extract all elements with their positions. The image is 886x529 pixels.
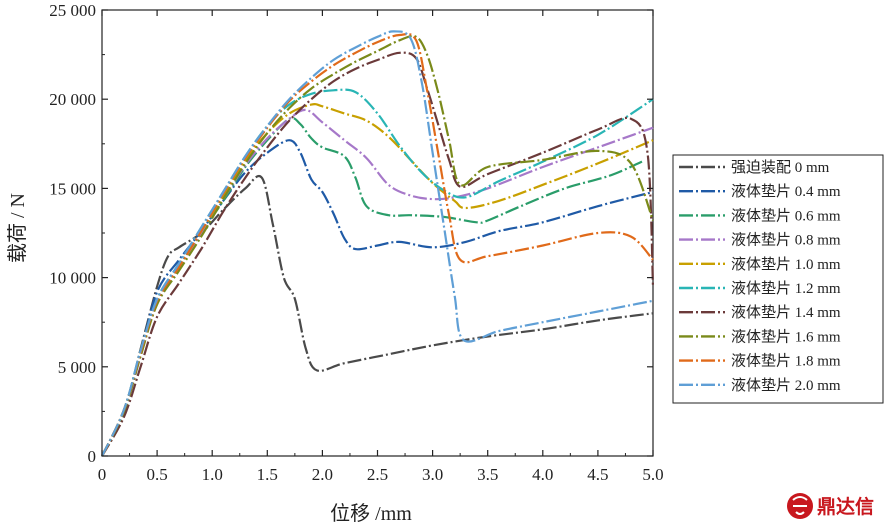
series-layer: [101, 30, 655, 457]
x-tick-label: 0: [98, 465, 107, 484]
x-tick-label: 3.5: [477, 465, 498, 484]
y-tick-label: 10 000: [49, 269, 96, 288]
series-line-1: [101, 139, 654, 457]
tick-layer: 0 0.5 1.0 1.5 2.0 2.5 3.0 3.5 4.0 4.5 5.0 0 5 000 10 …: [49, 1, 663, 484]
x-tick-label: 2.0: [312, 465, 333, 484]
y-tick-label: 15 000: [49, 179, 96, 198]
legend-entry: 液体垫片 1.8 mm: [731, 353, 841, 370]
y-tick-label: 25 000: [49, 1, 96, 20]
series-line-4: [101, 103, 654, 457]
legend-entry: 液体垫片 1.0 mm: [731, 256, 841, 273]
series-line-2: [101, 116, 643, 457]
legend-entry: 液体垫片 2.0 mm: [731, 377, 841, 394]
series-line-3: [101, 108, 654, 457]
legend-entry: 液体垫片 1.2 mm: [731, 280, 841, 297]
plot-border: [101, 9, 654, 457]
plot-frame: [101, 9, 654, 457]
legend-entry: 强迫装配 0 mm: [731, 159, 830, 176]
legend-entry: 液体垫片 0.8 mm: [731, 232, 841, 249]
x-tick-label: 1.5: [257, 465, 278, 484]
legend-entry: 液体垫片 1.6 mm: [731, 328, 841, 345]
x-tick-label: 4.5: [587, 465, 608, 484]
x-tick-label: 3.0: [422, 465, 443, 484]
watermark-text: 鼎达信: [817, 495, 874, 518]
legend-entry: 液体垫片 0.6 mm: [731, 207, 841, 224]
y-tick-label: 20 000: [49, 90, 96, 109]
y-tick-label: 0: [88, 447, 97, 466]
series-line-9: [101, 30, 654, 457]
watermark-logo: 鼎达信: [787, 493, 874, 519]
x-tick-label: 0.5: [146, 465, 167, 484]
x-axis-label: 位移 /mm: [330, 502, 412, 525]
y-axis-label: 载荷 / N: [6, 193, 29, 263]
series-line-0: [101, 174, 654, 457]
series-line-6: [101, 51, 655, 457]
legend-entry: 液体垫片 0.4 mm: [731, 183, 841, 200]
x-tick-label: 5.0: [642, 465, 663, 484]
legend: 强迫装配 0 mm 液体垫片 0.4 mm 液体垫片 0.6 mm 液体垫片 0.8 …: [672, 154, 884, 404]
x-tick-label: 1.0: [202, 465, 223, 484]
x-tick-label: 4.0: [532, 465, 553, 484]
series-line-7: [101, 34, 655, 457]
watermark-logo-glyph: [792, 496, 808, 515]
series-line-8: [101, 32, 654, 457]
y-tick-label: 5 000: [58, 358, 96, 377]
x-tick-label: 2.5: [367, 465, 388, 484]
legend-entry: 液体垫片 1.4 mm: [731, 304, 841, 321]
